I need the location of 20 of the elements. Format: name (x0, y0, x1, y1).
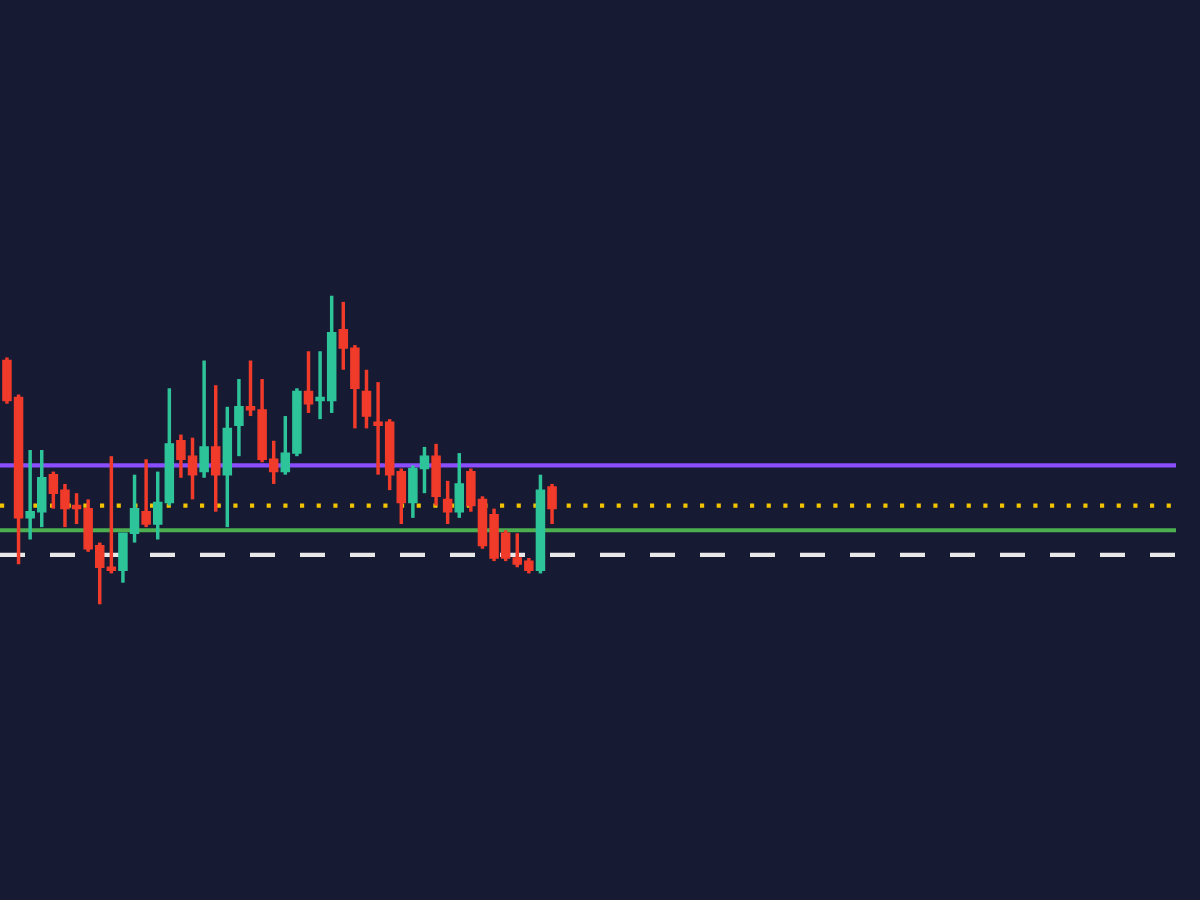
candlestick (303, 351, 314, 413)
candlestick (234, 379, 244, 457)
candlestick (280, 416, 291, 475)
candlestick (152, 471, 163, 540)
candlestick (547, 482, 557, 526)
candlestick (94, 542, 105, 605)
candlestick (442, 480, 453, 526)
candlestick (48, 471, 59, 509)
candlestick (373, 382, 383, 475)
candlestick (315, 351, 325, 420)
candlestick (268, 440, 279, 484)
candlestick (419, 445, 430, 494)
candlestick (141, 459, 151, 528)
candlestick (25, 450, 35, 540)
candlestick (512, 533, 523, 568)
candlestick (245, 360, 256, 418)
candlestick (60, 482, 70, 528)
candlestick (338, 300, 349, 370)
candlestick (187, 437, 198, 500)
candlestick (176, 434, 186, 478)
